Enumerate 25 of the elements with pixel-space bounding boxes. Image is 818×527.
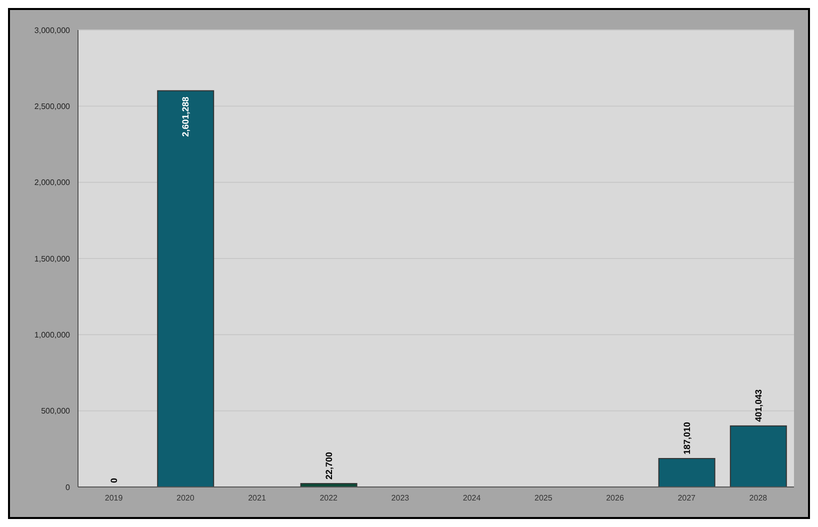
data-label: 2,601,288 [180,96,191,137]
y-tick-label: 1,000,000 [34,330,71,340]
x-tick-label: 2024 [462,494,482,503]
x-tick-label: 2021 [248,494,266,503]
x-tick-label: 2019 [104,494,124,503]
data-label: 401,043 [753,389,764,422]
x-tick-label: 2020 [176,494,195,503]
x-tick-label: 2028 [749,494,768,503]
y-tick-label: 500,000 [41,406,71,416]
y-tick-label: 1,500,000 [34,254,71,264]
y-tick-label: 2,000,000 [34,178,71,188]
x-tick-label: 2027 [678,494,696,503]
data-label: 0 [109,478,119,483]
y-tick-label: 2,500,000 [34,102,71,112]
bar [157,90,214,487]
data-label: 187,010 [682,422,692,455]
x-tick-label: 2022 [320,494,338,503]
x-tick-label: 2026 [606,494,624,503]
y-tick-label: 3,000,000 [34,26,71,35]
bar [658,458,716,487]
data-label: 22,700 [324,452,334,480]
x-tick-label: 2025 [534,494,553,503]
y-tick-label: 0 [66,482,71,492]
bar [730,425,787,487]
x-tick-label: 2023 [391,494,410,503]
